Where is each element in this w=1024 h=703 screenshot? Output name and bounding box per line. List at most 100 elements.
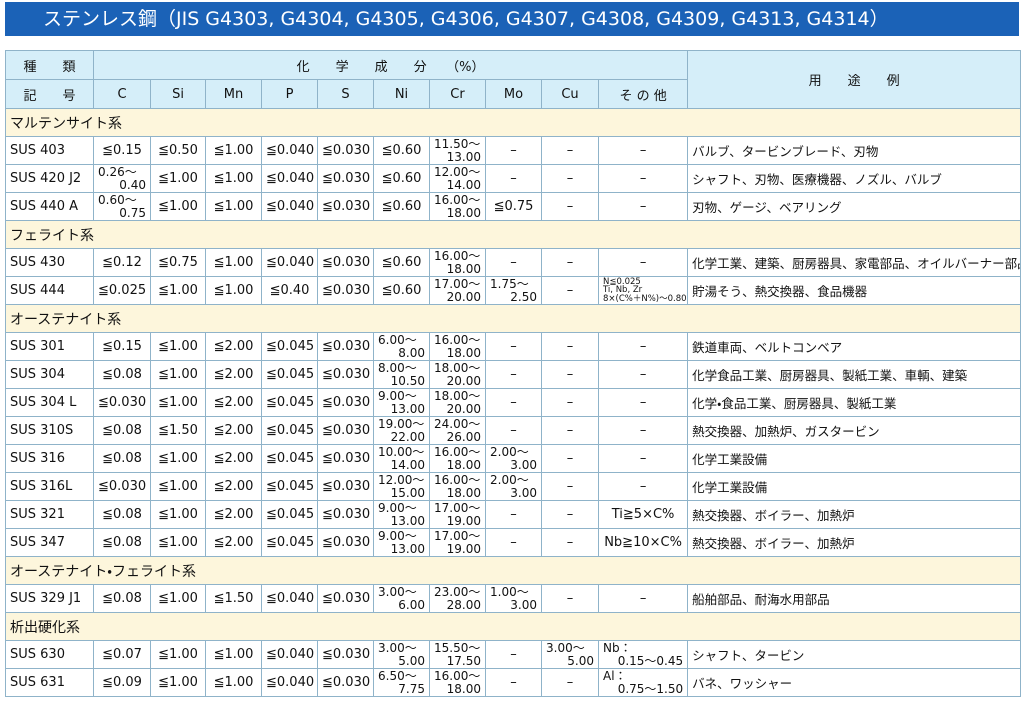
cell: ≦1.00 xyxy=(150,668,206,697)
cell: ≦0.030 xyxy=(317,500,374,529)
cell: 12.00～ 14.00 xyxy=(429,164,486,193)
cell: ≦2.00 xyxy=(205,444,262,473)
cell: ≦2.00 xyxy=(205,472,262,501)
data-row: SUS 630 ≦0.07 ≦1.00 ≦1.00 ≦0.040 ≦0.030 3.00～ 5… xyxy=(5,640,1022,669)
cell-line: 0.75 xyxy=(119,205,146,220)
cell: – xyxy=(485,640,542,669)
cell: SUS 301 xyxy=(5,332,94,361)
cell: ≦0.040 xyxy=(261,192,318,221)
cell-line: 1.75～ xyxy=(490,277,529,291)
cell: ≦0.50 xyxy=(150,136,206,165)
cell: ≦0.08 xyxy=(93,360,151,389)
cell: ≦0.60 xyxy=(373,192,430,221)
cell: ≦0.60 xyxy=(373,136,430,165)
cell: ≦0.040 xyxy=(261,584,318,613)
cell: バルブ、タービンブレード、刃物 xyxy=(687,136,1022,165)
cell: 化学工業設備 xyxy=(687,472,1022,501)
usage-label: 用 途 例 xyxy=(687,50,1022,109)
cell-line: 24.00～ xyxy=(434,417,481,431)
cell: ≦1.00 xyxy=(150,444,206,473)
cell: SUS 430 xyxy=(5,248,94,277)
cell: – xyxy=(485,416,542,445)
cell: 16.00～ 18.00 xyxy=(429,668,486,697)
cell: ≦1.00 xyxy=(150,500,206,529)
cell: ≦0.030 xyxy=(317,472,374,501)
cell-line: 6.50～ xyxy=(378,669,417,683)
cell: ≦0.040 xyxy=(261,248,318,277)
cell-line: 1.00～ xyxy=(490,585,529,599)
cell: SUS 304 xyxy=(5,360,94,389)
section-row: フェライト系 xyxy=(4,220,1022,249)
cell: 船舶部品、耐海水用部品 xyxy=(687,584,1022,613)
cell-line: 18.00 xyxy=(446,261,481,276)
section-row: オーステナイト・フェライト系 xyxy=(4,556,1022,585)
symbol-label: 記 号 xyxy=(5,79,94,109)
cell: 16.00～ 18.00 xyxy=(429,472,486,501)
cell: 15.50～ 17.50 xyxy=(429,640,486,669)
cell-line: 16.00～ xyxy=(434,445,481,459)
cell-line: Ti, Nb, Zr xyxy=(603,285,643,296)
cell: SUS 310S xyxy=(5,416,94,445)
cell-line: 16.00～ xyxy=(434,669,481,683)
cell-line: 28.00 xyxy=(446,597,481,612)
cell: SUS 347 xyxy=(5,528,94,557)
cell: – xyxy=(485,528,542,557)
cell: 2.00～ 3.00 xyxy=(485,444,542,473)
cell: ≦0.030 xyxy=(317,668,374,697)
cell-line: 14.00 xyxy=(446,177,481,192)
cell-line: 3.00 xyxy=(510,597,537,612)
cell: ≦0.60 xyxy=(373,276,430,305)
cell: ≦1.00 xyxy=(205,668,262,697)
cell: – xyxy=(597,136,689,165)
cell: ≦1.00 xyxy=(150,528,206,557)
cell: ≦0.08 xyxy=(93,500,151,529)
cell: SUS 316L xyxy=(5,472,94,501)
cell: 16.00～ 18.00 xyxy=(429,444,486,473)
cell: SUS 316 xyxy=(5,444,94,473)
cell: ≦0.045 xyxy=(261,500,318,529)
cell: 18.00～ 20.00 xyxy=(429,388,486,417)
section-row: 析出硬化系 xyxy=(4,612,1022,641)
cell: 6.50～ 7.75 xyxy=(373,668,430,697)
data-row: SUS 347 ≦0.08 ≦1.00 ≦2.00 ≦0.045 ≦0.030 9.00～ 1… xyxy=(5,528,1022,557)
cell-line: 13.00 xyxy=(446,149,481,164)
cell: ≦1.00 xyxy=(205,276,262,305)
cell-line: 0.75～1.50 xyxy=(617,681,684,696)
cell-line: 26.00 xyxy=(446,429,481,444)
cell: 0.60～ 0.75 xyxy=(93,192,151,221)
cell: 熱交換器、加熱炉、ガスタービン xyxy=(687,416,1022,445)
cell: ≦0.60 xyxy=(373,164,430,193)
cell: 8.00～ 10.50 xyxy=(373,360,430,389)
cell: ≦1.00 xyxy=(150,332,206,361)
cell: 11.50～ 13.00 xyxy=(429,136,486,165)
cell: ≦1.00 xyxy=(150,276,206,305)
data-row: SUS 310S ≦0.08 ≦1.50 ≦2.00 ≦0.045 ≦0.030 19.00… xyxy=(5,416,1022,445)
cell: 9.00～ 13.00 xyxy=(373,500,430,529)
cell-line: 11.50～ xyxy=(434,137,481,151)
cell: ≦0.030 xyxy=(317,528,374,557)
cell-line: 19.00～ xyxy=(378,417,425,431)
cell: 貯湯そう、熱交換器、食品機器 xyxy=(687,276,1022,305)
cell: ≦0.08 xyxy=(93,528,151,557)
cell: ≦0.030 xyxy=(317,332,374,361)
cell: ≦1.00 xyxy=(205,192,262,221)
cell-line: 9.00～ xyxy=(378,389,417,403)
cell: 3.00～ 5.00 xyxy=(373,640,430,669)
cell-line: 8.00 xyxy=(398,345,425,360)
cell: ≦0.030 xyxy=(317,136,374,165)
section-row: マルテンサイト系 xyxy=(4,108,1022,137)
cell-line: 6.00 xyxy=(398,597,425,612)
cell: ≦0.040 xyxy=(261,640,318,669)
cell: – xyxy=(541,192,599,221)
cell: SUS 420 J2 xyxy=(5,164,94,193)
cell: ≦0.15 xyxy=(93,332,151,361)
cell-line: 10.50 xyxy=(390,373,425,388)
cell: ≦2.00 xyxy=(205,332,262,361)
data-row: SUS 316L ≦0.030 ≦1.00 ≦2.00 ≦0.045 ≦0.030 12.0… xyxy=(5,472,1022,501)
cell: – xyxy=(541,136,599,165)
cell-line: 14.00 xyxy=(390,457,425,472)
data-row: SUS 403 ≦0.15 ≦0.50 ≦1.00 ≦0.040 ≦0.030 ≦0.60 1… xyxy=(5,136,1022,165)
cell: – xyxy=(485,248,542,277)
cell: ≦0.025 xyxy=(93,276,151,305)
